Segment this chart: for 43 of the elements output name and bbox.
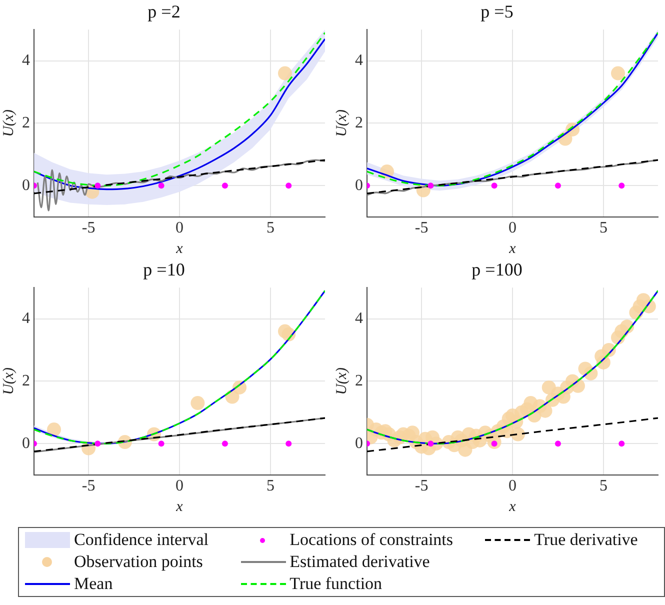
y-tick-label: 2 [22,114,30,132]
x-tick-label: -5 [82,478,96,495]
legend-label: True derivative [534,530,638,550]
legend-label: Locations of constraints [290,530,454,550]
y-tick-label: 4 [355,310,363,328]
y-axis-title: U(x) [334,367,350,395]
x-tick-label: 5 [266,220,274,237]
y-tick-label: 4 [22,310,30,328]
x-tick-label: -5 [414,478,428,495]
x-tick-label: -5 [414,220,428,237]
legend-label: True function [290,574,382,594]
y-tick-label: 0 [355,434,363,452]
y-axis-title: U(x) [0,367,17,395]
x-tick-label: 0 [176,220,184,237]
x-axis-title: x [508,240,516,257]
y-tick-label: 0 [355,176,363,194]
y-axis-title: U(x) [334,109,350,137]
legend-label: Observation points [74,552,203,572]
chart-title: p =10 [143,260,185,280]
legend-label: Estimated derivative [290,552,430,572]
x-tick-label: 5 [599,478,608,495]
x-axis-title: x [175,240,184,257]
x-tick-label: -5 [82,220,96,237]
x-tick-label: 0 [508,478,516,495]
legend-label: Confidence interval [74,530,209,550]
y-tick-label: 0 [22,176,30,194]
x-axis-title: x [175,498,184,515]
x-tick-label: 5 [266,478,274,495]
x-tick-label: 0 [176,478,184,495]
legend-label: Mean [74,574,113,594]
chart-title: p =100 [472,260,522,280]
chart-title: p =2 [148,2,180,22]
y-tick-label: 4 [22,52,30,70]
y-tick-label: 4 [355,52,363,70]
y-tick-label: 2 [22,372,30,390]
y-tick-label: 2 [355,372,363,390]
y-tick-label: 2 [355,114,363,132]
y-tick-label: 0 [22,434,30,452]
chart-title: p =5 [480,2,514,22]
x-axis-title: x [508,498,516,515]
x-tick-label: 5 [599,220,608,237]
y-axis-title: U(x) [0,109,17,137]
x-tick-label: 0 [508,220,516,237]
